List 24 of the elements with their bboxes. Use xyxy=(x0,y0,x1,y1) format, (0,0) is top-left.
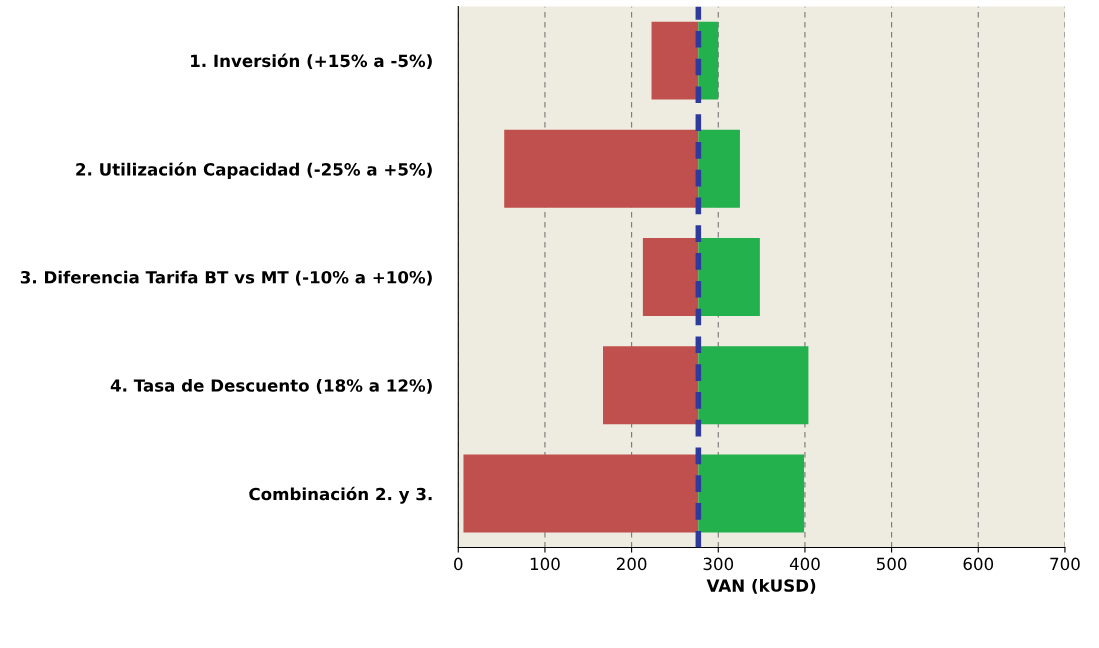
y-tick-label: 3. Diferencia Tarifa BT vs MT (-10% a +10%) xyxy=(20,270,432,286)
x-tick-label: 400 xyxy=(789,557,820,571)
y-tick-label: 4. Tasa de Descuento (18% a 12%) xyxy=(110,378,432,394)
bar xyxy=(698,346,809,425)
y-tick-label: Combinación 2. y 3. xyxy=(249,486,432,504)
x-tick-label: 700 xyxy=(1050,557,1080,571)
x-tick-label: 600 xyxy=(963,557,994,571)
y-tick-label: 1. Inversión (+15% a -5%) xyxy=(191,53,432,70)
y-tick-label: 2. Utilización Capacidad (-25% a +5%) xyxy=(76,162,432,179)
bar xyxy=(698,129,740,208)
bar xyxy=(698,21,719,100)
bar xyxy=(642,238,699,316)
bar xyxy=(603,346,699,425)
bar xyxy=(698,238,760,316)
bar xyxy=(651,21,699,100)
x-tick-label: 100 xyxy=(530,557,560,571)
bar xyxy=(698,454,805,533)
x-tick-label: 300 xyxy=(703,557,734,571)
bar xyxy=(504,129,699,208)
x-tick-label: 200 xyxy=(616,557,647,571)
bar xyxy=(463,454,699,533)
x-tick-label: 0 xyxy=(454,557,463,571)
x-axis-title: VAN (kUSD) xyxy=(706,578,816,594)
x-tick-label: 500 xyxy=(876,557,907,571)
